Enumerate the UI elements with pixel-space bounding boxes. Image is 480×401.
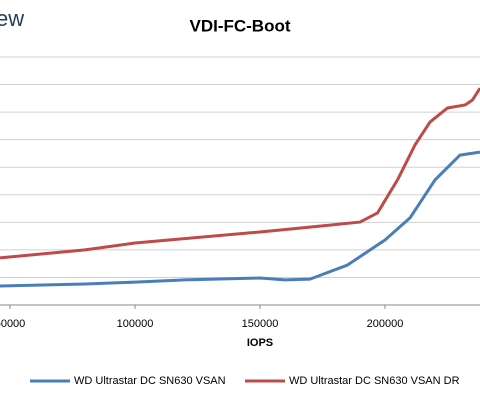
x-tick-label: 50000 xyxy=(0,318,25,330)
logo: ew xyxy=(0,6,24,31)
series-line xyxy=(0,150,480,288)
x-tick-label: 200000 xyxy=(367,318,404,330)
legend-label: WD Ultrastar DC SN630 VSAN DR xyxy=(289,375,460,387)
x-tick-label: 150000 xyxy=(242,318,279,330)
series-line xyxy=(0,87,480,260)
x-tick-label: 100000 xyxy=(117,318,154,330)
chart-title: VDI-FC-Boot xyxy=(189,16,290,35)
legend-label: WD Ultrastar DC SN630 VSAN xyxy=(74,375,226,387)
x-axis-label: IOPS xyxy=(247,337,273,349)
